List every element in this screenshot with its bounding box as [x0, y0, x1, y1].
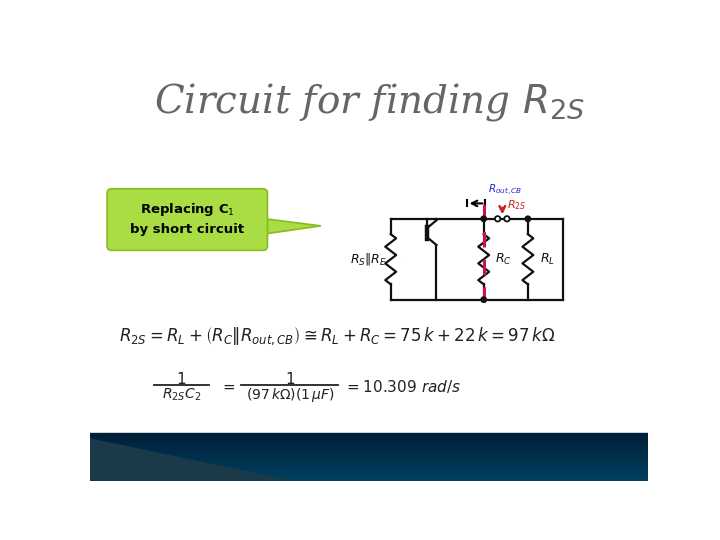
- Bar: [90, 433, 648, 434]
- Bar: [90, 449, 648, 450]
- Bar: [90, 479, 648, 480]
- Bar: [90, 466, 648, 467]
- Bar: [90, 464, 648, 465]
- Bar: [90, 457, 648, 458]
- Bar: [90, 452, 648, 453]
- Text: $R_{2S} = R_L + \left(R_C \| R_{out,CB}\right) \cong R_L + R_C = 75\,k + 22\,k =: $R_{2S} = R_L + \left(R_C \| R_{out,CB}\…: [120, 325, 556, 347]
- Circle shape: [481, 216, 487, 221]
- Bar: [90, 469, 648, 470]
- Bar: [90, 456, 648, 457]
- Circle shape: [525, 216, 531, 221]
- Bar: [90, 463, 648, 464]
- Bar: [90, 460, 648, 461]
- Bar: [90, 439, 648, 440]
- Circle shape: [481, 297, 487, 302]
- Bar: [90, 474, 648, 475]
- Bar: [90, 436, 648, 437]
- Bar: [90, 467, 648, 468]
- Bar: [90, 470, 648, 471]
- Polygon shape: [90, 438, 292, 481]
- Bar: [90, 465, 648, 466]
- Text: $=$: $=$: [220, 380, 236, 394]
- Text: $R_{out,CB}$: $R_{out,CB}$: [488, 183, 523, 198]
- Bar: [90, 475, 648, 476]
- Bar: [90, 434, 648, 435]
- Bar: [90, 471, 648, 472]
- Bar: [90, 435, 648, 436]
- Text: $= 10.309\ \mathit{rad/s}$: $= 10.309\ \mathit{rad/s}$: [344, 378, 462, 395]
- Bar: [90, 480, 648, 481]
- Bar: [90, 453, 648, 454]
- Bar: [90, 473, 648, 474]
- Bar: [90, 458, 648, 459]
- Bar: [90, 447, 648, 448]
- Polygon shape: [263, 219, 321, 234]
- Text: $R_S \| R_E$: $R_S \| R_E$: [351, 251, 387, 267]
- Bar: [90, 454, 648, 455]
- Circle shape: [504, 216, 510, 221]
- Bar: [90, 468, 648, 469]
- Text: $1$: $1$: [285, 371, 295, 387]
- Text: $1$: $1$: [176, 371, 186, 387]
- Bar: [90, 437, 648, 438]
- Bar: [90, 443, 648, 444]
- Text: $R_{2S}$: $R_{2S}$: [507, 198, 526, 212]
- Bar: [90, 462, 648, 463]
- FancyBboxPatch shape: [107, 189, 267, 251]
- Bar: [90, 472, 648, 473]
- Bar: [90, 477, 648, 478]
- Bar: [90, 451, 648, 452]
- Bar: [90, 455, 648, 456]
- Bar: [90, 440, 648, 441]
- Bar: [90, 459, 648, 460]
- Bar: [90, 450, 648, 451]
- Bar: [90, 442, 648, 443]
- Text: $(97\,k\Omega)(1\,\mu F)$: $(97\,k\Omega)(1\,\mu F)$: [246, 386, 334, 404]
- Text: $R_L$: $R_L$: [539, 252, 554, 267]
- Bar: [90, 441, 648, 442]
- Bar: [90, 448, 648, 449]
- Text: Replacing C$_1$
by short circuit: Replacing C$_1$ by short circuit: [130, 200, 244, 235]
- Bar: [90, 445, 648, 446]
- Bar: [90, 438, 648, 439]
- Bar: [90, 446, 648, 447]
- Text: $R_C$: $R_C$: [495, 252, 512, 267]
- Circle shape: [495, 216, 500, 221]
- Bar: [90, 461, 648, 462]
- Bar: [90, 476, 648, 477]
- Text: $R_{2S}C_2$: $R_{2S}C_2$: [162, 386, 201, 402]
- Bar: [90, 444, 648, 445]
- Bar: [90, 478, 648, 479]
- Text: Circuit for finding $R_{2S}$: Circuit for finding $R_{2S}$: [153, 81, 585, 123]
